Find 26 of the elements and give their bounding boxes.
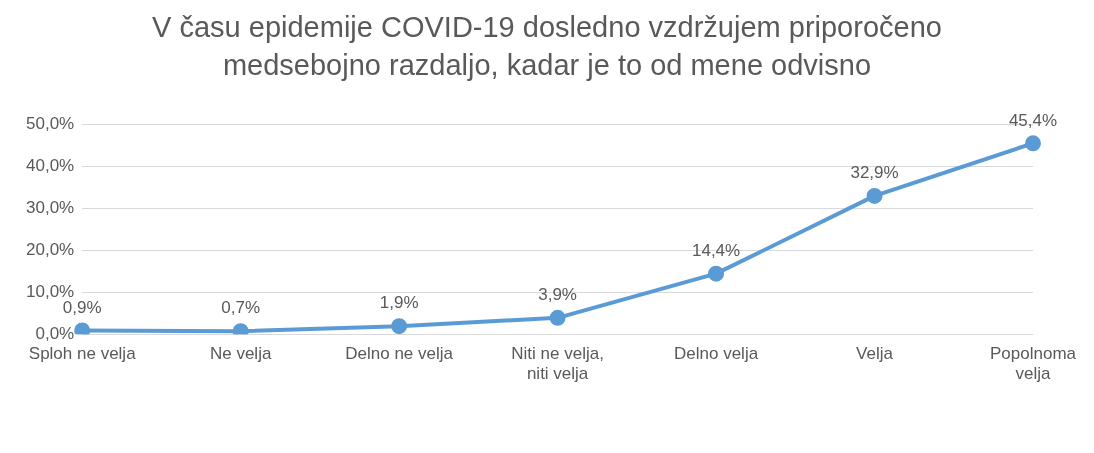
data-label: 1,9% (379, 293, 419, 313)
x-tick-label: Sploh ne velja (28, 344, 137, 364)
point (708, 265, 725, 282)
point (74, 322, 91, 335)
data-label: 32,9% (850, 163, 899, 183)
data-label: 45,4% (1008, 110, 1058, 130)
x-tick-label: Popolnoma velja (989, 344, 1077, 384)
y-tick-label: 20,0% (26, 239, 75, 259)
x-tick-label: Delno ne velja (345, 344, 454, 364)
point (232, 323, 249, 335)
chart-title: V času epidemije COVID-19 dosledno vzdržujem priporočeno medsebojno razdaljo, kadar je to od mene odvisno (151, 10, 943, 83)
point (391, 318, 408, 335)
x-tick-label: Delno velja (674, 344, 759, 364)
y-tick-label: 40,0% (26, 155, 75, 175)
data-label: 14,4% (691, 240, 741, 260)
point (1025, 135, 1041, 152)
y-tick-label: 0,0% (35, 323, 75, 343)
data-label: 3,9% (538, 284, 577, 304)
y-tick-label: 50,0% (26, 113, 75, 133)
x-tick-label: Ne velja (209, 344, 272, 364)
x-tick-label: Niti ne velja, niti velja (511, 344, 604, 384)
y-tick-label: 30,0% (26, 197, 75, 217)
point (549, 309, 566, 326)
data-label: 0,7% (221, 298, 261, 318)
point (866, 187, 883, 204)
x-tick-label: Velja (856, 344, 894, 364)
